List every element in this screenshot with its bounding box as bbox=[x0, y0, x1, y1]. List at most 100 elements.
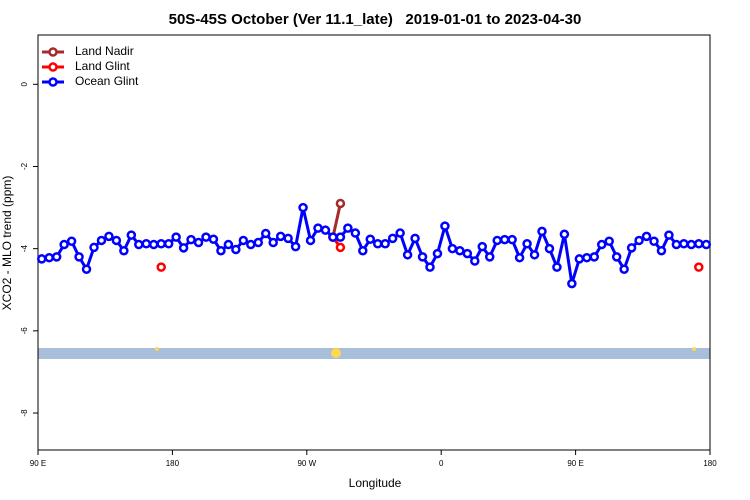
data-point bbox=[104, 231, 114, 242]
data-point bbox=[59, 239, 69, 250]
data-point bbox=[694, 262, 704, 272]
data-point bbox=[260, 228, 271, 239]
data-point bbox=[96, 235, 107, 246]
data-point bbox=[417, 252, 428, 262]
y-axis-label: XCO2 - MLO trend (ppm) bbox=[0, 176, 14, 311]
data-point bbox=[626, 243, 637, 253]
data-point bbox=[365, 234, 376, 244]
data-point bbox=[66, 236, 77, 247]
data-point bbox=[619, 264, 629, 274]
data-point bbox=[432, 248, 443, 259]
data-point bbox=[372, 238, 383, 249]
legend-label: Ocean Glint bbox=[75, 74, 139, 88]
data-point bbox=[81, 264, 92, 274]
data-point bbox=[268, 237, 278, 248]
x-axis-label: Longitude bbox=[349, 476, 402, 490]
data-point bbox=[298, 202, 308, 213]
data-point bbox=[425, 262, 435, 272]
data-point bbox=[335, 198, 346, 209]
data-point bbox=[44, 252, 54, 263]
data-point bbox=[671, 239, 682, 250]
data-point bbox=[649, 236, 659, 247]
y-tick-label: -4 bbox=[20, 245, 29, 253]
data-point bbox=[410, 233, 420, 244]
data-point bbox=[484, 252, 495, 262]
data-point bbox=[544, 243, 555, 254]
data-point bbox=[36, 254, 47, 264]
data-point bbox=[641, 231, 652, 242]
legend-label: Land Glint bbox=[75, 59, 130, 73]
data-point bbox=[447, 243, 458, 254]
data-point bbox=[462, 248, 473, 259]
data-point bbox=[231, 244, 241, 255]
data-point bbox=[290, 241, 301, 252]
data-point bbox=[156, 262, 166, 272]
data-point bbox=[537, 226, 547, 237]
highlight bbox=[155, 347, 159, 351]
data-point bbox=[253, 237, 264, 248]
data-point bbox=[51, 252, 62, 262]
data-point bbox=[656, 245, 667, 256]
data-point bbox=[679, 238, 689, 249]
series-line bbox=[331, 203, 342, 238]
data-point bbox=[335, 242, 346, 253]
x-tick-label: 0 bbox=[439, 459, 444, 468]
data-point bbox=[238, 235, 249, 246]
data-point bbox=[380, 238, 390, 249]
data-point bbox=[186, 234, 196, 245]
data-point bbox=[477, 241, 488, 252]
highlight bbox=[692, 347, 696, 351]
data-point bbox=[163, 238, 174, 249]
data-point bbox=[141, 238, 152, 249]
data-point bbox=[119, 245, 129, 256]
data-point bbox=[634, 235, 644, 246]
data-point bbox=[178, 243, 189, 253]
data-point bbox=[604, 236, 614, 247]
y-tick-label: -8 bbox=[20, 409, 29, 417]
data-point bbox=[156, 238, 166, 249]
legend-swatch bbox=[48, 62, 58, 72]
data-point bbox=[402, 250, 413, 260]
data-point bbox=[350, 228, 361, 238]
legend-label: Land Nadir bbox=[75, 44, 134, 58]
data-point bbox=[470, 256, 480, 266]
data-point bbox=[574, 254, 585, 264]
data-point bbox=[246, 239, 256, 250]
data-point bbox=[611, 252, 622, 262]
x-tick-label: 180 bbox=[703, 459, 717, 468]
band bbox=[38, 348, 710, 359]
data-point bbox=[343, 223, 353, 233]
x-tick-label: 90 E bbox=[30, 459, 46, 468]
data-point bbox=[171, 232, 181, 242]
data-point bbox=[126, 230, 137, 240]
data-point bbox=[552, 262, 562, 272]
data-point bbox=[589, 252, 600, 262]
data-point bbox=[582, 252, 592, 263]
data-point bbox=[559, 229, 570, 240]
data-point bbox=[567, 278, 577, 289]
legend-swatch bbox=[48, 77, 58, 87]
data-point bbox=[499, 234, 510, 245]
data-point bbox=[148, 239, 159, 250]
data-point bbox=[320, 225, 331, 235]
data-point bbox=[694, 238, 704, 249]
x-tick-label: 90 E bbox=[567, 459, 583, 468]
data-point bbox=[514, 252, 525, 263]
data-point bbox=[455, 245, 465, 256]
data-point bbox=[305, 235, 316, 246]
data-point bbox=[313, 223, 323, 233]
data-point bbox=[193, 237, 204, 248]
y-tick-label: -6 bbox=[20, 327, 29, 335]
data-point bbox=[395, 228, 405, 238]
x-tick-label: 90 W bbox=[297, 459, 316, 468]
data-point bbox=[74, 252, 84, 262]
data-point bbox=[283, 233, 293, 244]
chart-title: 50S-45S October (Ver 11.1_late) 2019-01-… bbox=[169, 11, 582, 28]
y-tick-label: -2 bbox=[20, 162, 29, 170]
data-point bbox=[387, 233, 398, 244]
highlight bbox=[331, 348, 341, 358]
data-point bbox=[440, 221, 450, 231]
data-point bbox=[111, 235, 122, 246]
y-tick-label: 0 bbox=[20, 82, 29, 87]
data-point bbox=[522, 238, 532, 249]
